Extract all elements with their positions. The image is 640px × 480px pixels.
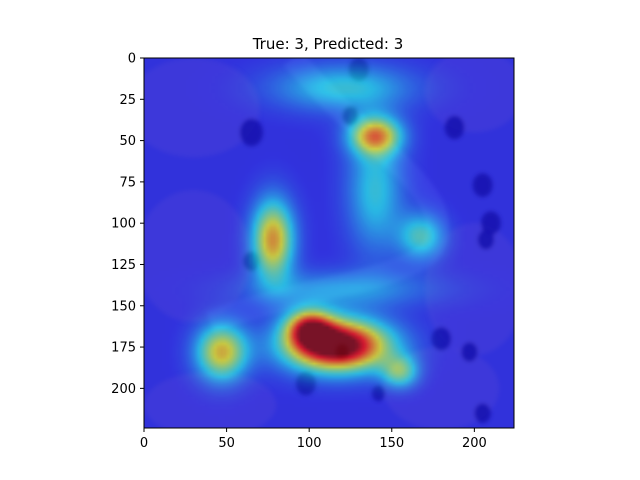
y-tick-label: 50 — [119, 134, 136, 149]
y-tick-label: 125 — [111, 258, 136, 273]
y-axis: 0 25 50 75 100 125 150 175 200 — [111, 52, 144, 397]
chart-title: True: 3, Predicted: 3 — [252, 35, 404, 53]
y-tick-label: 175 — [111, 341, 136, 356]
y-tick-label: 150 — [111, 299, 136, 314]
x-tick-label: 100 — [297, 436, 322, 451]
x-axis: 0 50 100 150 200 — [140, 428, 487, 451]
x-tick-label: 150 — [379, 436, 404, 451]
y-tick-label: 0 — [128, 52, 136, 67]
plot-area — [144, 58, 514, 428]
heatmap-raster — [144, 58, 514, 428]
axes-frame — [143, 57, 515, 429]
y-tick-label: 75 — [119, 175, 136, 190]
x-tick-label: 50 — [218, 436, 235, 451]
y-tick-label: 100 — [111, 217, 136, 232]
x-tick-label: 200 — [462, 436, 487, 451]
y-tick-label: 200 — [111, 382, 136, 397]
activation-heatmap — [144, 58, 514, 428]
x-tick-label: 0 — [140, 436, 148, 451]
y-tick-label: 25 — [119, 93, 136, 108]
